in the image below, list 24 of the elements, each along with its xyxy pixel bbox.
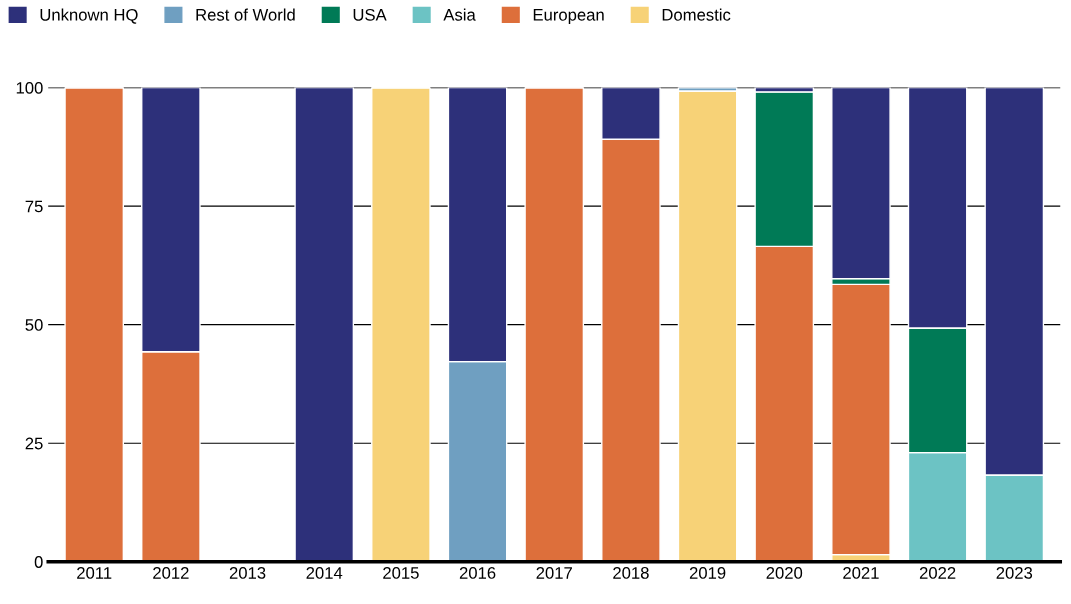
y-tick-label: 75 <box>25 200 43 213</box>
x-tick-label: 2021 <box>843 567 879 579</box>
x-tick-label: 2019 <box>689 567 726 579</box>
y-tick-label: 100 <box>16 81 43 94</box>
x-tick-label: 2011 <box>77 567 112 579</box>
x-tick-label: 2015 <box>383 567 419 579</box>
legend-label: Domestic <box>662 8 731 21</box>
legend-label: Rest of World <box>196 8 295 21</box>
legend-label: Unknown HQ <box>40 8 138 24</box>
legend-label: USA <box>353 8 387 21</box>
y-tick-label: 50 <box>25 319 43 331</box>
x-tick-label: 2014 <box>306 567 343 579</box>
x-tick-label: 2020 <box>766 567 803 579</box>
y-tick-label: 0 <box>34 556 43 568</box>
x-tick-label: 2012 <box>153 567 189 579</box>
x-tick-label: 2018 <box>613 567 649 579</box>
legend-label: European <box>533 9 604 25</box>
x-tick-label: 2023 <box>996 567 1033 579</box>
x-tick-label: 2013 <box>229 567 266 579</box>
x-tick-label: 2016 <box>459 567 496 579</box>
x-tick-label: 2022 <box>919 567 956 579</box>
legend-label: Asia <box>443 8 476 21</box>
y-tick-label: 25 <box>25 437 43 450</box>
x-tick-label: 2017 <box>536 567 572 579</box>
